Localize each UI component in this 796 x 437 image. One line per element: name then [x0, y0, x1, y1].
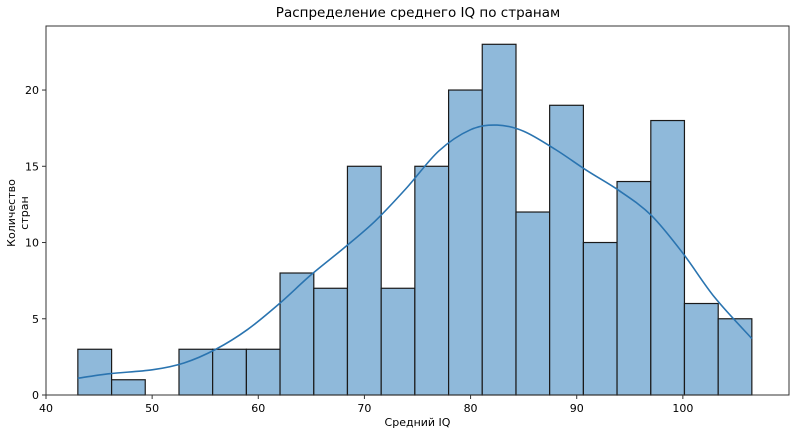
x-tick-label: 90 — [570, 402, 584, 415]
x-tick-label: 70 — [357, 402, 371, 415]
histogram-bar — [447, 89, 483, 396]
y-tick-label: 5 — [32, 313, 39, 326]
histogram-bar — [313, 287, 349, 396]
histogram-bar — [616, 180, 652, 396]
histogram-bar — [77, 348, 113, 396]
histogram-bar — [380, 287, 416, 396]
histogram-bar — [178, 348, 214, 396]
x-tick-label: 60 — [251, 402, 265, 415]
histogram-bar — [245, 348, 281, 396]
y-tick-label: 15 — [25, 160, 39, 173]
x-tick-label: 100 — [672, 402, 693, 415]
y-tick-label: 0 — [32, 389, 39, 402]
histogram-bar — [481, 43, 517, 396]
x-axis-label: Средний IQ — [384, 416, 451, 429]
x-tick-label: 40 — [39, 402, 53, 415]
x-tick-label: 80 — [464, 402, 478, 415]
y-axis-label: Количество стран — [5, 179, 31, 247]
histogram-bar — [717, 318, 753, 396]
kde-curve — [77, 124, 753, 380]
histogram-bar — [515, 211, 551, 396]
histogram-bar — [650, 119, 686, 396]
histogram-bar — [279, 272, 315, 396]
x-axis-ticks: 40 50 60 70 80 90 100 — [39, 395, 693, 415]
histogram-bar — [414, 165, 450, 396]
x-tick-label: 50 — [145, 402, 159, 415]
histogram-bars — [77, 43, 753, 396]
histogram-bar — [346, 165, 382, 396]
plot-frame — [45, 25, 790, 396]
histogram-bar — [683, 302, 719, 396]
histogram-bar — [212, 348, 247, 396]
y-axis-ticks: 0 5 10 15 20 — [25, 84, 46, 402]
histogram-bar — [582, 241, 618, 396]
y-tick-label: 20 — [25, 84, 39, 97]
histogram-bar — [110, 379, 146, 396]
chart-title: Распределение среднего IQ по странам — [275, 5, 561, 21]
y-tick-label: 10 — [25, 237, 39, 250]
